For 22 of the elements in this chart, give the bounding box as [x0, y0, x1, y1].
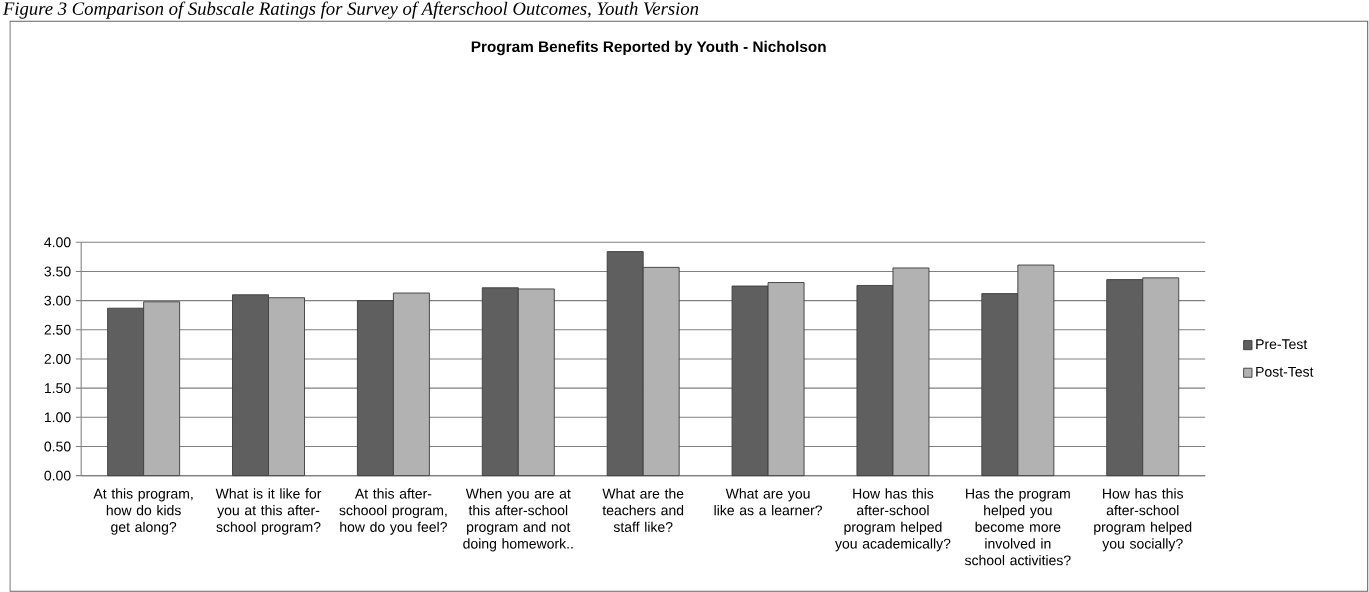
x-tick-label: What are the teachers and staff like?: [602, 488, 684, 532]
x-tick-label: When you are at this after-school program and not doing homework..: [463, 488, 573, 552]
x-tick-label: At this after-schoool program, how do you feel?: [339, 488, 447, 535]
x-tick-label: What are you like as a learner?: [714, 488, 822, 516]
y-tick-label: 4.00: [44, 237, 71, 248]
x-tick-label: How has this after-school program helped you academically?: [835, 488, 951, 552]
x-tick-label: At this program, how do kids get along?: [93, 488, 193, 535]
x-tick-label: Has the program helped you become more involved in school activities?: [964, 488, 1071, 566]
y-tick-label: 2.50: [44, 324, 71, 335]
legend-label: Post-Test: [1256, 366, 1314, 377]
y-tick-label: 0.50: [44, 441, 71, 452]
y-tick-label: 3.00: [44, 295, 71, 306]
y-tick-label: 1.00: [44, 412, 71, 423]
caption: Figure 3 Comparison of Subscale Ratings for Survey of Afterschool Outcomes, Youth Version: [2, 1, 699, 19]
y-tick-label: 3.50: [44, 266, 71, 277]
y-tick-label: 1.50: [44, 383, 71, 394]
x-tick-label: How has this after-school program helped you socially?: [1094, 488, 1192, 552]
y-tick-label: 2.00: [44, 354, 71, 364]
x-tick-label: What is it like for you at this after-school program?: [215, 488, 322, 535]
legend-label: Pre-Test: [1256, 339, 1308, 350]
chart-title: Program Benefits Reported by Youth - Nicholson: [471, 40, 826, 56]
y-tick-label: 0.00: [44, 470, 71, 481]
